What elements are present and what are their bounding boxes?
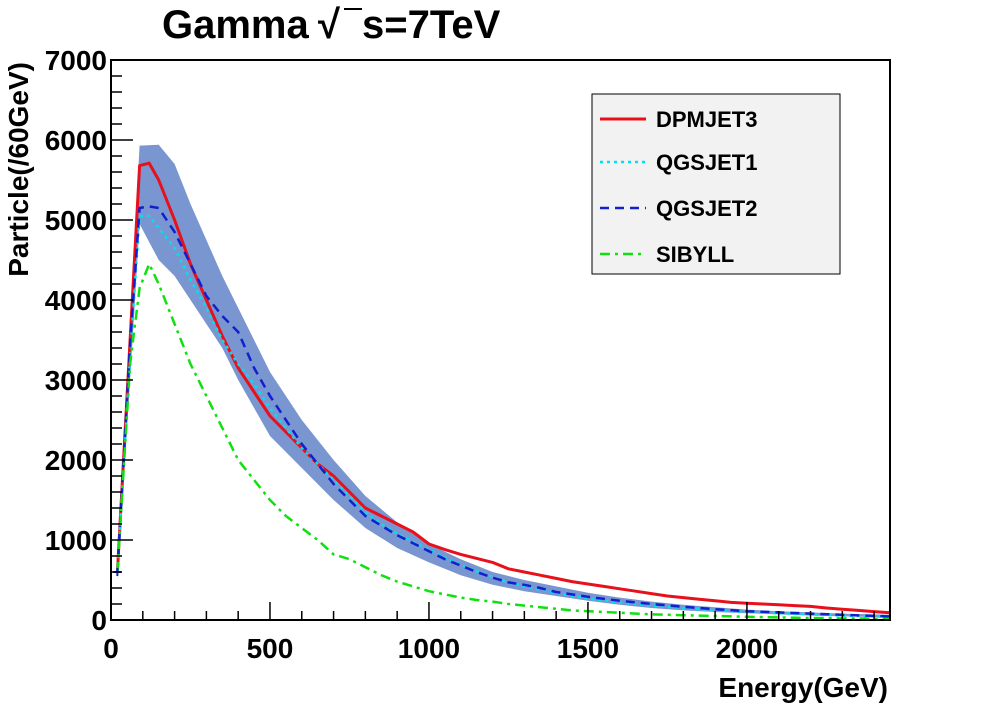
- legend-entry-sibyll: SIBYLL: [600, 242, 734, 267]
- series-line-sibyll: [116, 262, 891, 621]
- legend-label: QGSJET2: [656, 196, 757, 221]
- legend: DPMJET3 QGSJET1 QGSJET2 SIBYLL: [591, 93, 841, 275]
- y-tick-label: 0: [91, 605, 107, 636]
- x-tick-label: 1000: [398, 633, 460, 664]
- chart-title-main: Gamma: [162, 3, 309, 47]
- series-layer: [113, 161, 891, 621]
- legend-entry-qgsjet2: QGSJET2: [600, 196, 757, 221]
- legend-label: QGSJET1: [656, 150, 757, 175]
- series-line-qgsjet1: [116, 214, 891, 619]
- y-axis-title: Particle(/60GeV): [3, 62, 34, 277]
- y-tick-labels: 0 1000 2000 3000 4000 5000 6000 7000: [45, 45, 107, 636]
- uncertainty-band-layer: [117, 144, 890, 618]
- series-line-qgsjet2: [116, 205, 891, 618]
- y-tick-label: 4000: [45, 285, 107, 316]
- y-tick-label: 3000: [45, 365, 107, 396]
- x-tick-labels: 0 500 1000 1500 2000: [103, 633, 778, 664]
- x-tick-label: 1500: [557, 633, 619, 664]
- chart-title-suffix: s=7TeV: [362, 3, 501, 47]
- chart-title: Gamma √ s=7TeV: [162, 3, 501, 47]
- axis-ticks: [110, 59, 875, 621]
- uncertainty-band: [117, 144, 890, 618]
- legend-entry-dpmjet3: DPMJET3: [600, 107, 757, 132]
- legend-label: DPMJET3: [656, 107, 757, 132]
- legend-label: SIBYLL: [656, 242, 734, 267]
- x-tick-label: 2000: [716, 633, 778, 664]
- y-tick-label: 6000: [45, 125, 107, 156]
- legend-entry-qgsjet1: QGSJET1: [600, 150, 757, 175]
- legend-box: [591, 93, 841, 275]
- x-tick-label: 0: [103, 633, 119, 664]
- y-tick-label: 1000: [45, 525, 107, 556]
- y-tick-label: 2000: [45, 445, 107, 476]
- plot-frame: [110, 59, 891, 621]
- y-tick-label: 7000: [45, 45, 107, 76]
- x-tick-label: 500: [247, 633, 294, 664]
- x-axis-title: Energy(GeV): [718, 672, 888, 703]
- chart-title-sqrt-symbol: √: [318, 3, 341, 47]
- y-tick-label: 5000: [45, 205, 107, 236]
